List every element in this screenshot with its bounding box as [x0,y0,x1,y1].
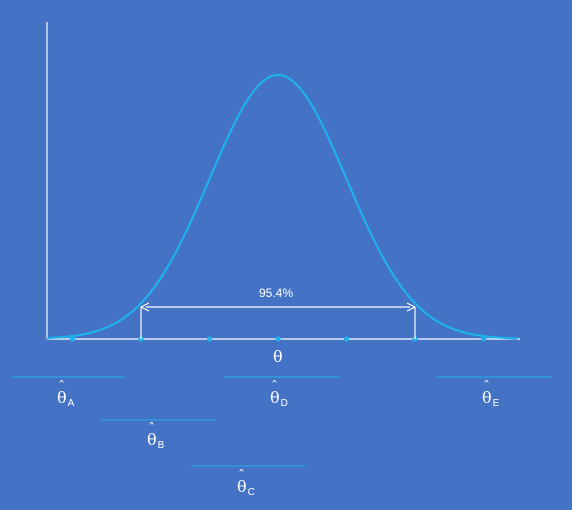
axis-tick-dot [480,336,487,342]
estimator-e-label: θE [482,379,500,409]
interval-arrowhead-left [140,302,150,312]
estimator-d-subscript: D [280,398,288,409]
axis-tick-dot [275,336,281,342]
theta-hat-c: θ [237,468,247,496]
axis-tick-dot [206,336,213,342]
x-axis-label: θ [273,347,283,366]
theta-hat-d: θ [270,379,280,407]
normal-curve [46,73,518,340]
estimator-b-label: θB [147,421,165,451]
theta-hat-a: θ [57,379,67,407]
axis-tick-dot [343,336,350,342]
estimator-c-label: θC [237,468,255,498]
estimator-b-subscript: B [157,440,165,451]
axis-tick-dot [69,336,76,342]
estimator-a-subscript: A [67,398,75,409]
estimator-c-subscript: C [247,487,255,498]
estimator-e-subscript: E [492,398,500,409]
theta-hat-e: θ [482,379,492,407]
interval-label: 95.4% [259,286,294,300]
interval-arrowhead-right [406,302,416,312]
estimator-d-label: θD [270,379,288,409]
theta-hat-b: θ [147,421,157,449]
axis-tick-dots [69,336,487,342]
estimator-a-label: θA [57,379,75,409]
